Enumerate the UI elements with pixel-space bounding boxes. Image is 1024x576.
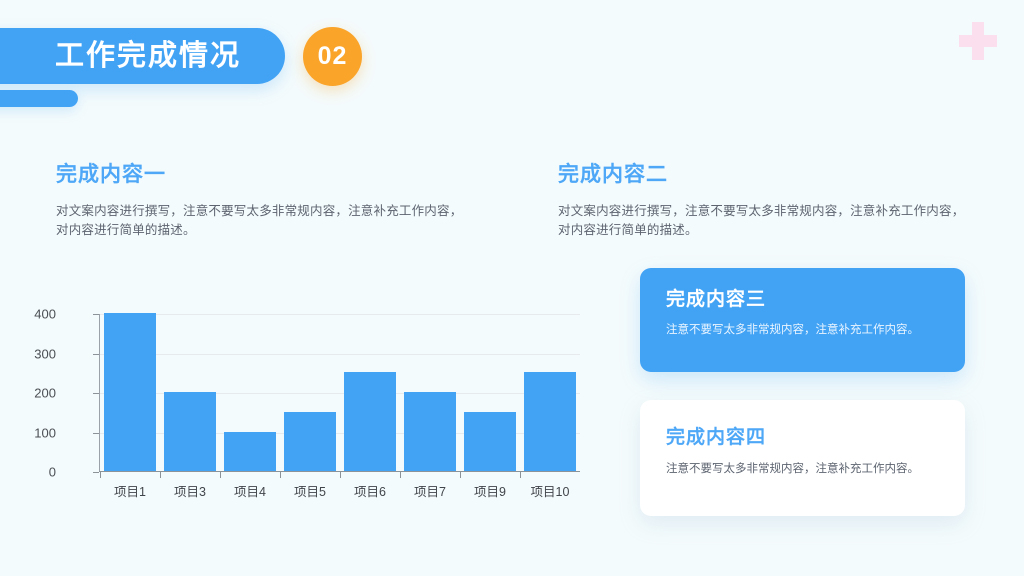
- bar-chart: 0 100 200 300 400 项目1 项目3 项目4 项目5 项目6 项目7 项目9 项目10: [34, 305, 580, 500]
- content-card-three-title: 完成内容三: [666, 289, 767, 310]
- chart-bar[interactable]: [104, 313, 156, 471]
- chart-gridline: [100, 432, 580, 434]
- section-block-two: 完成内容二 对文案内容进行撰写，注意不要写太多非常规内容，注意补充工作内容，对内…: [558, 162, 1024, 240]
- chart-y-tick-label: 0: [48, 464, 56, 480]
- chart-y-tick-label: 200: [34, 385, 56, 401]
- section-block-one: 完成内容一 对文案内容进行撰写，注意不要写太多非常规内容，注意补充工作内容，对内…: [56, 162, 526, 240]
- chart-y-tick-mark: [93, 353, 99, 355]
- chart-x-tick-label: 项目6: [340, 472, 400, 500]
- chart-x-tick-label: 项目7: [400, 472, 460, 500]
- content-card-three-body: 注意不要写太多非常规内容，注意补充工作内容。: [666, 324, 919, 336]
- section-two-body: 对文案内容进行撰写，注意不要写太多非常规内容，注意补充工作内容，对内容进行简单的…: [558, 204, 965, 237]
- slide-header: 工作完成情况 02: [0, 0, 1024, 120]
- chart-x-tick-label: 项目4: [220, 472, 280, 500]
- chart-bar[interactable]: [464, 411, 516, 471]
- chart-bar-slot: [400, 314, 460, 471]
- content-card-four-title: 完成内容四: [666, 427, 767, 448]
- chart-bar[interactable]: [164, 392, 216, 471]
- content-card-three[interactable]: 完成内容三 注意不要写太多非常规内容，注意补充工作内容。: [640, 268, 965, 372]
- chart-bar-slot: [460, 314, 520, 471]
- chart-bar[interactable]: [524, 372, 576, 471]
- section-number-label: 02: [317, 42, 348, 70]
- header-accent-bar: [0, 90, 78, 107]
- chart-plot-area: [100, 314, 580, 472]
- chart-bars: [100, 313, 580, 471]
- chart-x-tick-label: 项目10: [520, 472, 580, 500]
- chart-x-tick-labels: 项目1 项目3 项目4 项目5 项目6 项目7 项目9 项目10: [100, 472, 580, 500]
- section-number-badge: 02: [303, 27, 362, 86]
- chart-y-tick-mark: [93, 432, 99, 434]
- chart-bar-slot: [160, 314, 220, 471]
- content-card-four[interactable]: 完成内容四 注意不要写太多非常规内容，注意补充工作内容。: [640, 400, 965, 516]
- chart-y-axis: [99, 314, 100, 472]
- chart-bar-slot: [340, 314, 400, 471]
- chart-x-tick-label: 项目9: [460, 472, 520, 500]
- chart-x-tick-label: 项目5: [280, 472, 340, 500]
- chart-x-tick-label: 项目1: [100, 472, 160, 500]
- section-one-title: 完成内容一: [56, 163, 166, 186]
- header-banner-bar: [0, 28, 285, 84]
- section-one-body: 对文案内容进行撰写，注意不要写太多非常规内容，注意补充工作内容，对内容进行简单的…: [56, 204, 463, 237]
- chart-x-tick-label: 项目3: [160, 472, 220, 500]
- chart-bar[interactable]: [404, 392, 456, 471]
- chart-bar[interactable]: [284, 411, 336, 471]
- chart-y-tick-mark: [93, 314, 99, 315]
- chart-bar-slot: [100, 313, 160, 471]
- chart-gridline: [100, 314, 580, 315]
- chart-bar-slot: [520, 314, 580, 471]
- chart-y-tick-label: 400: [34, 306, 56, 322]
- chart-bar[interactable]: [224, 431, 276, 471]
- page-title: 工作完成情况: [55, 40, 242, 72]
- chart-y-tick-label: 100: [34, 425, 56, 440]
- section-two-title: 完成内容二: [558, 163, 668, 186]
- chart-y-tick-mark: [93, 472, 99, 473]
- chart-x-axis: [99, 471, 580, 472]
- content-card-four-body: 注意不要写太多非常规内容，注意补充工作内容。: [666, 463, 919, 475]
- chart-gridline: [100, 393, 580, 394]
- chart-gridline: [100, 353, 580, 355]
- chart-bar-slot: [220, 314, 280, 471]
- chart-y-tick-mark: [93, 393, 99, 394]
- chart-bar-slot: [280, 314, 340, 471]
- chart-bar[interactable]: [344, 372, 396, 471]
- plus-icon: [959, 22, 997, 60]
- chart-y-tick-label: 300: [34, 346, 56, 361]
